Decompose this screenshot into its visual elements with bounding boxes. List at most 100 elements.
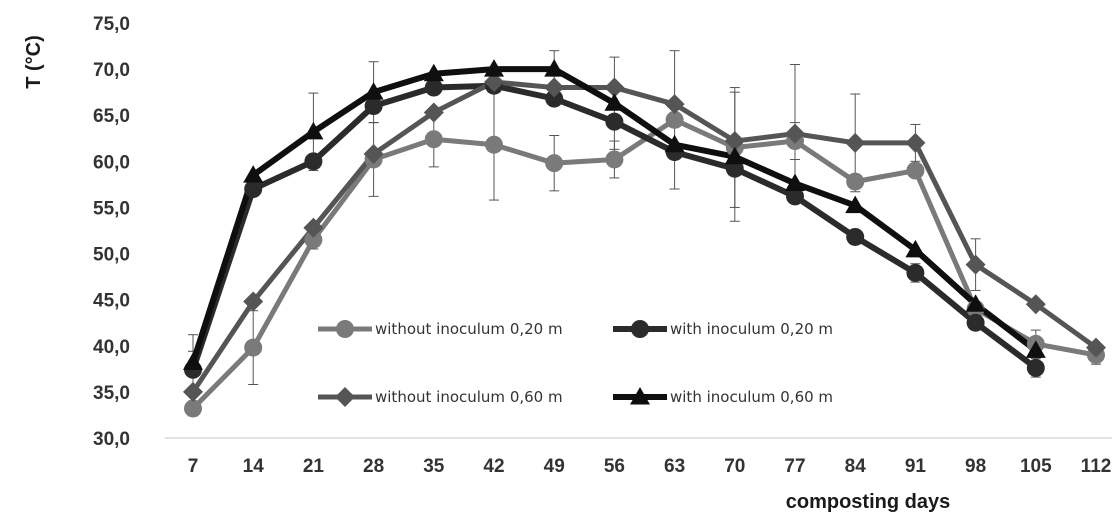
y-axis-title: T (°C): [23, 35, 45, 89]
legend-entry: without inoculum 0,20 m: [318, 320, 563, 338]
y-tick-label: 65,0: [93, 106, 130, 127]
data-point: [1025, 294, 1046, 315]
data-point: [906, 161, 925, 180]
data-point: [965, 294, 986, 312]
legend-entry: without inoculum 0,60 m: [318, 387, 563, 407]
data-point: [665, 110, 684, 129]
data-point: [243, 165, 264, 183]
data-point: [845, 195, 866, 214]
series-markers: [183, 59, 1106, 418]
x-tick-label: 112: [1081, 456, 1112, 477]
y-tick-label: 75,0: [93, 14, 130, 35]
x-tick-label: 70: [724, 456, 745, 477]
legend-swatch-marker: [631, 320, 649, 338]
x-axis-title: composting days: [786, 491, 950, 513]
y-tick-label: 60,0: [93, 152, 130, 173]
legend-label: without inoculum 0,60 m: [375, 388, 563, 406]
x-tick-label: 98: [965, 456, 986, 477]
data-point: [424, 130, 443, 149]
y-tick-label: 40,0: [93, 337, 130, 358]
data-point: [423, 102, 444, 123]
legend-swatch-marker: [335, 387, 355, 407]
data-point: [905, 239, 926, 258]
legend-entry: with inoculum 0,60 m: [613, 387, 833, 406]
data-point: [846, 227, 865, 246]
tick-labels: 30,0 35,0 40,0 45,0 50,0 55,0 60,0 65,0 70,0 75,0…: [93, 14, 1111, 477]
data-point: [966, 313, 985, 332]
data-point: [605, 150, 624, 169]
x-tick-label: 14: [243, 456, 265, 477]
data-point: [364, 97, 383, 115]
y-tick-label: 35,0: [93, 383, 130, 404]
x-tick-label: 56: [604, 456, 625, 477]
data-point: [545, 154, 564, 173]
x-tick-label: 21: [303, 456, 325, 477]
legend: without inoculum 0,20 m with inoculum 0,2…: [318, 320, 833, 407]
series-lines: [190, 66, 1098, 411]
data-point: [845, 132, 866, 153]
legend-swatch-marker: [630, 387, 650, 405]
data-point: [604, 77, 625, 98]
x-tick-label: 84: [845, 456, 867, 477]
data-point: [183, 381, 203, 402]
legend-label: without inoculum 0,20 m: [375, 320, 563, 338]
data-point: [244, 338, 263, 357]
legend-label: with inoculum 0,60 m: [670, 388, 833, 406]
data-point: [183, 352, 203, 370]
data-point: [905, 132, 926, 153]
x-tick-label: 42: [483, 456, 504, 477]
data-point: [485, 135, 503, 154]
data-point: [604, 93, 625, 111]
data-point: [785, 123, 805, 144]
x-tick-label: 91: [905, 456, 927, 477]
y-tick-label: 70,0: [93, 60, 130, 81]
data-point: [545, 89, 564, 108]
y-tick-label: 55,0: [93, 198, 130, 219]
data-point: [184, 399, 202, 418]
data-point: [965, 254, 986, 275]
y-tick-label: 45,0: [93, 291, 130, 312]
x-tick-label: 63: [664, 456, 685, 477]
x-tick-label: 28: [363, 456, 384, 477]
x-tick-label: 49: [544, 456, 565, 477]
data-point: [484, 59, 504, 77]
data-point: [243, 291, 264, 312]
legend-label: with inoculum 0,20 m: [670, 320, 833, 338]
error-bars: [188, 50, 1101, 417]
data-point: [303, 121, 324, 140]
x-tick-label: 77: [784, 456, 805, 477]
series-line-1: [191, 117, 1097, 411]
data-point: [303, 217, 324, 238]
data-point: [363, 143, 384, 164]
data-point: [664, 94, 685, 115]
data-point: [544, 77, 565, 98]
data-point: [1026, 358, 1045, 377]
legend-entry: with inoculum 0,20 m: [613, 320, 833, 338]
data-point: [244, 180, 263, 198]
data-point: [1025, 340, 1046, 358]
series-line-3: [190, 79, 1098, 394]
data-point: [423, 63, 444, 82]
data-point: [846, 172, 865, 191]
data-point: [724, 146, 745, 165]
data-point: [664, 134, 685, 153]
data-point: [363, 82, 384, 100]
data-point: [484, 72, 504, 93]
x-tick-label: 7: [188, 456, 199, 477]
legend-swatch-marker: [336, 320, 354, 338]
y-tick-label: 50,0: [93, 245, 130, 266]
data-point: [785, 173, 805, 191]
data-point: [304, 152, 323, 171]
data-point: [906, 263, 925, 282]
data-point: [544, 59, 565, 77]
x-tick-label: 35: [423, 456, 445, 477]
data-point: [724, 131, 745, 152]
data-point: [1086, 337, 1106, 358]
data-point: [424, 78, 443, 97]
data-point: [304, 230, 323, 249]
data-point: [605, 112, 624, 131]
data-point: [786, 187, 804, 206]
x-tick-label: 105: [1020, 456, 1052, 477]
y-tick-label: 30,0: [93, 429, 130, 450]
